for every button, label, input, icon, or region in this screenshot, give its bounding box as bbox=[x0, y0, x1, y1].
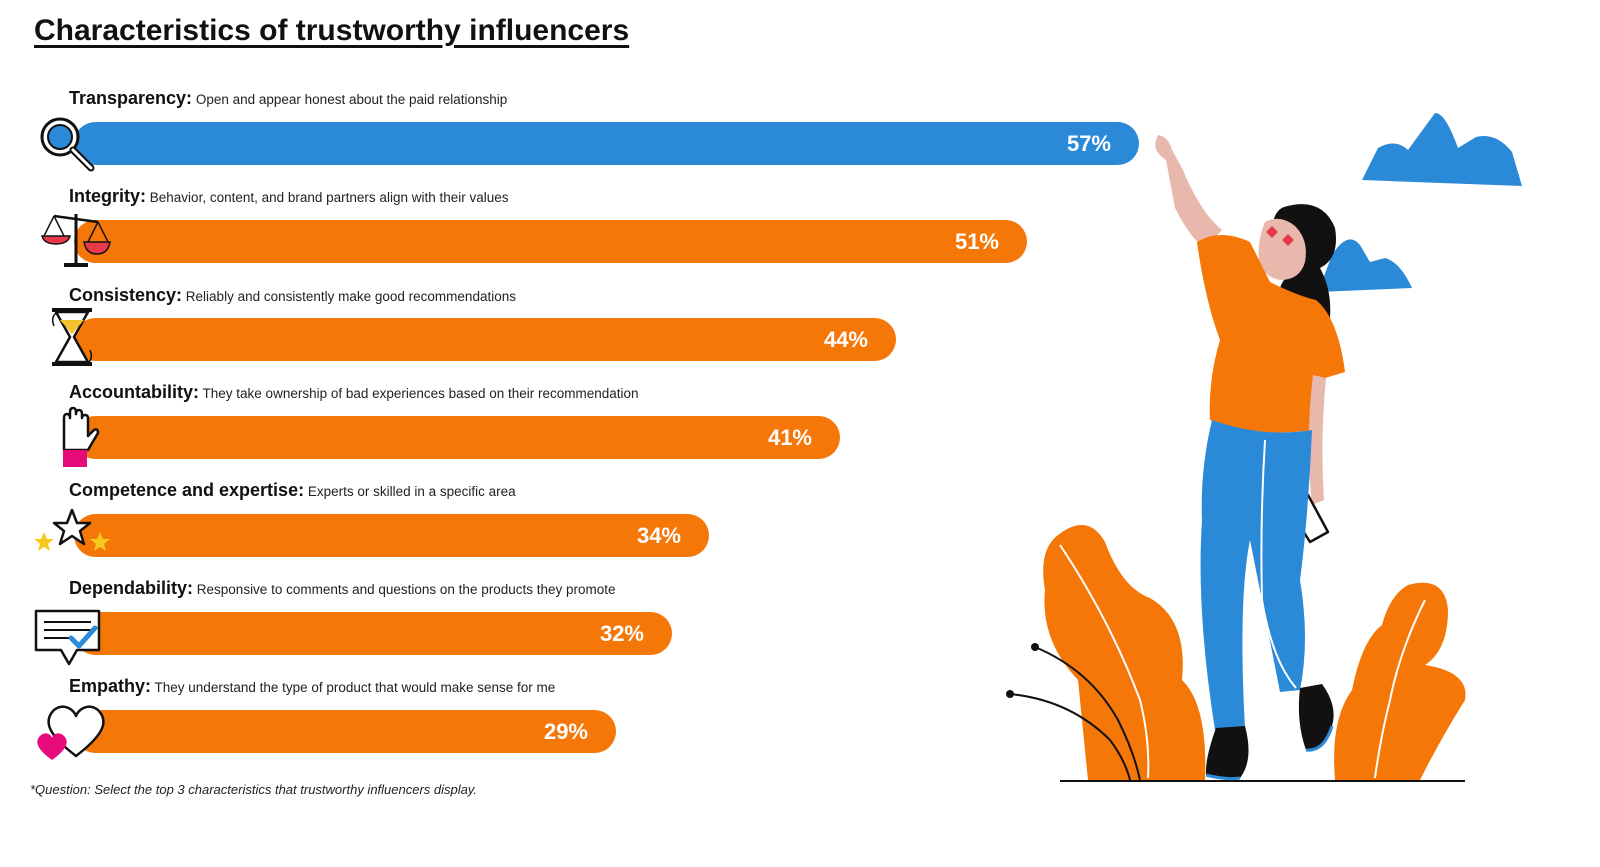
cloud-shape-upper bbox=[1362, 112, 1522, 186]
leaf-left bbox=[1043, 525, 1206, 780]
row-label-empathy: Empathy: They understand the type of pro… bbox=[69, 676, 555, 697]
category-name: Integrity: bbox=[69, 186, 147, 206]
value-label: 32% bbox=[599, 620, 644, 646]
magnifier-icon bbox=[40, 117, 95, 172]
row-label-dependability: Dependability: Responsive to comments an… bbox=[69, 578, 616, 599]
shirt bbox=[1197, 235, 1345, 433]
bar-integrity: 51% bbox=[74, 220, 1027, 263]
stars-icon bbox=[34, 508, 110, 551]
category-description: Behavior, content, and brand partners al… bbox=[149, 190, 509, 205]
value-label: 57% bbox=[1066, 130, 1111, 156]
row-label-consistency: Consistency: Reliably and consistently m… bbox=[69, 285, 516, 306]
category-name: Accountability: bbox=[69, 382, 200, 402]
checked-message-icon bbox=[34, 609, 101, 666]
category-description: Reliably and consistently make good reco… bbox=[185, 289, 516, 304]
left-shoe bbox=[1205, 726, 1249, 779]
category-description: Open and appear honest about the paid re… bbox=[195, 92, 508, 107]
row-label-accountability: Accountability: They take ownership of b… bbox=[69, 382, 639, 403]
bar-empathy: 29% bbox=[74, 710, 616, 753]
bar-dependability: 32% bbox=[74, 612, 672, 655]
category-name: Consistency: bbox=[69, 285, 183, 305]
category-description: Experts or skilled in a specific area bbox=[307, 484, 516, 499]
row-label-transparency: Transparency: Open and appear honest abo… bbox=[69, 88, 507, 109]
value-label: 44% bbox=[823, 326, 868, 352]
cloud-shape-lower bbox=[1318, 239, 1412, 292]
category-name: Dependability: bbox=[69, 578, 194, 598]
leaf-right bbox=[1334, 582, 1466, 780]
raised-arm bbox=[1155, 135, 1222, 248]
lower-arm bbox=[1308, 375, 1326, 505]
scales-icon bbox=[41, 214, 111, 267]
category-description: They understand the type of product that… bbox=[154, 680, 556, 695]
raised-hand-icon bbox=[62, 406, 100, 467]
row-label-integrity: Integrity: Behavior, content, and brand … bbox=[69, 186, 509, 207]
category-description: They take ownership of bad experiences b… bbox=[202, 386, 639, 401]
bar-consistency: 44% bbox=[74, 318, 896, 361]
hearts-icon bbox=[37, 705, 105, 760]
bar-competence-and-expertise: 34% bbox=[74, 514, 709, 557]
woman-illustration bbox=[1006, 112, 1522, 782]
bar-transparency: 57% bbox=[74, 122, 1139, 165]
value-label: 29% bbox=[543, 718, 588, 744]
bar-accountability: 41% bbox=[74, 416, 840, 459]
jeans bbox=[1200, 420, 1312, 730]
hourglass-icon bbox=[51, 308, 93, 366]
category-name: Transparency: bbox=[69, 88, 193, 108]
category-description: Responsive to comments and questions on … bbox=[196, 582, 616, 597]
category-name: Competence and expertise: bbox=[69, 480, 305, 500]
footnote: *Question: Select the top 3 characterist… bbox=[30, 782, 478, 797]
category-name: Empathy: bbox=[69, 676, 152, 696]
value-label: 34% bbox=[636, 522, 681, 548]
value-label: 51% bbox=[954, 228, 999, 254]
chart-title: Characteristics of trustworthy influence… bbox=[34, 14, 630, 47]
right-shoe bbox=[1298, 684, 1334, 751]
row-label-competence-and-expertise: Competence and expertise: Experts or ski… bbox=[69, 480, 516, 501]
value-label: 41% bbox=[767, 424, 812, 450]
